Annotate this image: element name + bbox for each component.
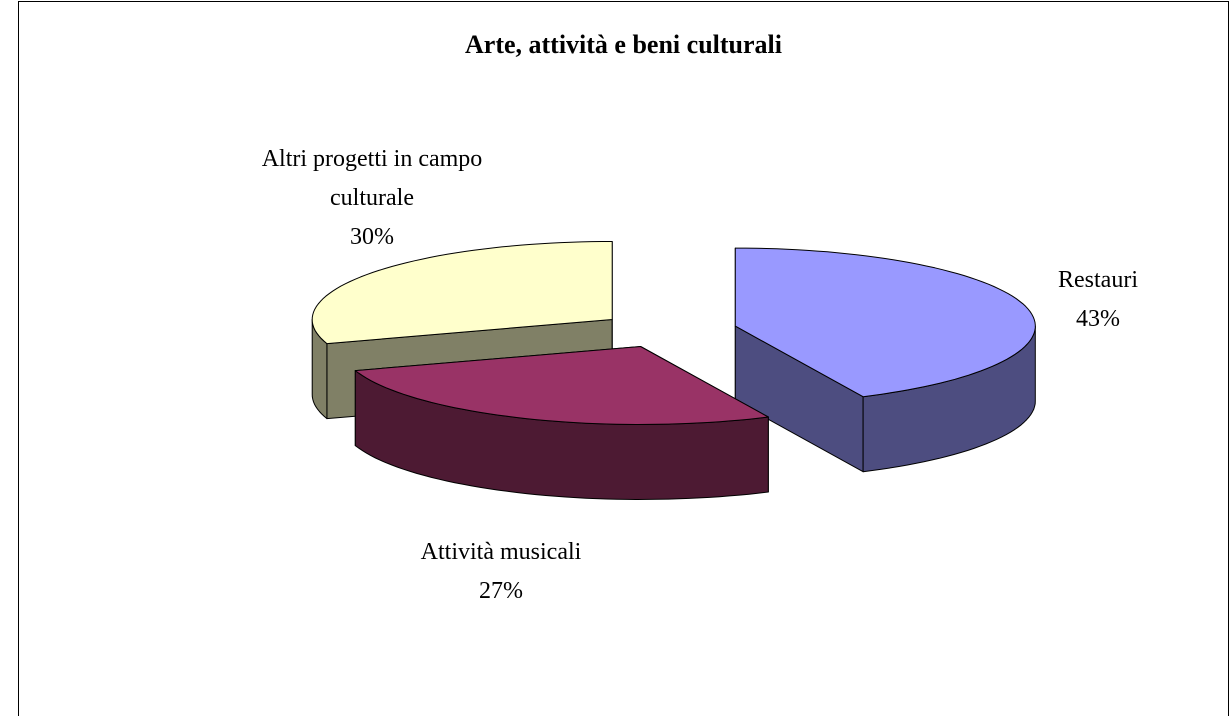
slice-top	[734, 247, 1036, 398]
category-label: Attività musicali	[420, 539, 582, 565]
slice-label: Restauri 43%	[1018, 261, 1178, 339]
slice-label: Altri progetti in campo culturale 30%	[257, 140, 487, 257]
slice-top	[311, 241, 613, 345]
slice-label: Attività musicali 27%	[351, 533, 651, 611]
value-label: 30%	[350, 224, 394, 250]
chart-title: Arte, attività e beni culturali	[465, 30, 782, 59]
slice-top	[354, 346, 769, 425]
value-label: 27%	[479, 578, 523, 604]
value-label: 43%	[1076, 306, 1120, 332]
category-label: Restauri	[1058, 267, 1138, 293]
category-label: Altri progetti in campo culturale	[261, 146, 483, 211]
